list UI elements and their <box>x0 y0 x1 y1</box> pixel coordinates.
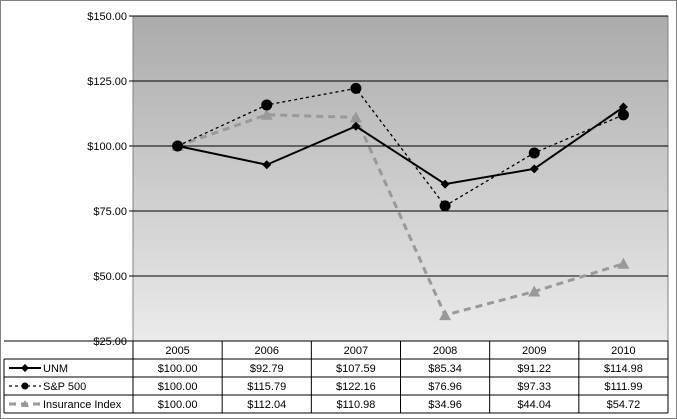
x-tick-label: 2009 <box>522 345 546 357</box>
data-label: $122.16 <box>336 381 376 393</box>
y-tick-label: $50.00 <box>93 271 127 283</box>
data-point-circle <box>617 109 629 121</box>
data-point-triangle <box>528 285 541 297</box>
legend-marker <box>21 400 29 407</box>
legend-label: Insurance Index <box>43 399 122 411</box>
data-point-circle <box>350 82 362 94</box>
data-label: $100.00 <box>158 399 198 411</box>
data-label: $54.72 <box>607 399 641 411</box>
plot-area <box>132 15 669 342</box>
y-tick-label: $125.00 <box>87 76 127 88</box>
data-point-diamond <box>618 102 628 112</box>
data-label: $100.00 <box>158 363 198 375</box>
data-point-triangle <box>439 309 452 321</box>
data-label: $34.96 <box>428 399 462 411</box>
y-axis: $25.00 $50.00 $75.00 $100.00 $125.00 $150.00 <box>87 11 133 348</box>
data-label: $76.96 <box>428 381 462 393</box>
data-label: $100.00 <box>158 381 198 393</box>
legend-label: S&P 500 <box>43 381 86 393</box>
series-line-unm <box>177 106 624 186</box>
legend-label: UNM <box>43 363 68 375</box>
data-point-diamond <box>440 179 450 189</box>
data-label: $112.04 <box>247 399 286 411</box>
x-tick-label: 2008 <box>433 345 457 357</box>
data-point-circle <box>261 99 273 111</box>
data-point-diamond <box>351 121 361 131</box>
data-label: $91.22 <box>517 363 551 375</box>
y-tick-label: $75.00 <box>93 206 127 218</box>
data-label: $107.59 <box>336 363 376 375</box>
data-label: $115.79 <box>247 381 286 393</box>
x-tick-label: 2007 <box>344 345 368 357</box>
data-point-diamond <box>173 141 183 151</box>
data-point-circle <box>528 147 540 159</box>
y-tick-label: $150.00 <box>87 11 127 23</box>
series-line-s-p-500 <box>177 87 624 207</box>
x-tick-label: 2006 <box>255 345 279 357</box>
data-label: $44.04 <box>517 399 551 411</box>
data-point-triangle <box>349 111 362 123</box>
data-label: $92.79 <box>250 363 284 375</box>
data-label: $110.98 <box>336 399 375 411</box>
data-point-triangle <box>260 108 273 120</box>
data-table: 2005 2006 2007 2008 2009 2010 UNM $100.00 $92.79… <box>3 340 669 414</box>
data-point-triangle <box>617 257 630 269</box>
data-label: $97.33 <box>517 381 551 393</box>
x-tick-label: 2005 <box>165 345 189 357</box>
series-layer <box>171 82 630 321</box>
legend-marker <box>21 382 29 390</box>
data-label: $114.98 <box>604 363 643 375</box>
data-point-circle <box>439 200 451 212</box>
data-label: $111.99 <box>604 381 642 393</box>
y-tick-label: $100.00 <box>87 141 127 153</box>
data-label: $85.34 <box>428 363 462 375</box>
x-tick-label: 2010 <box>611 345 635 357</box>
data-point-diamond <box>262 160 272 170</box>
data-point-diamond <box>529 164 539 174</box>
legend-marker <box>21 364 29 372</box>
series-line-insurance-index <box>177 113 624 317</box>
y-tick-label: $25.00 <box>93 336 127 348</box>
